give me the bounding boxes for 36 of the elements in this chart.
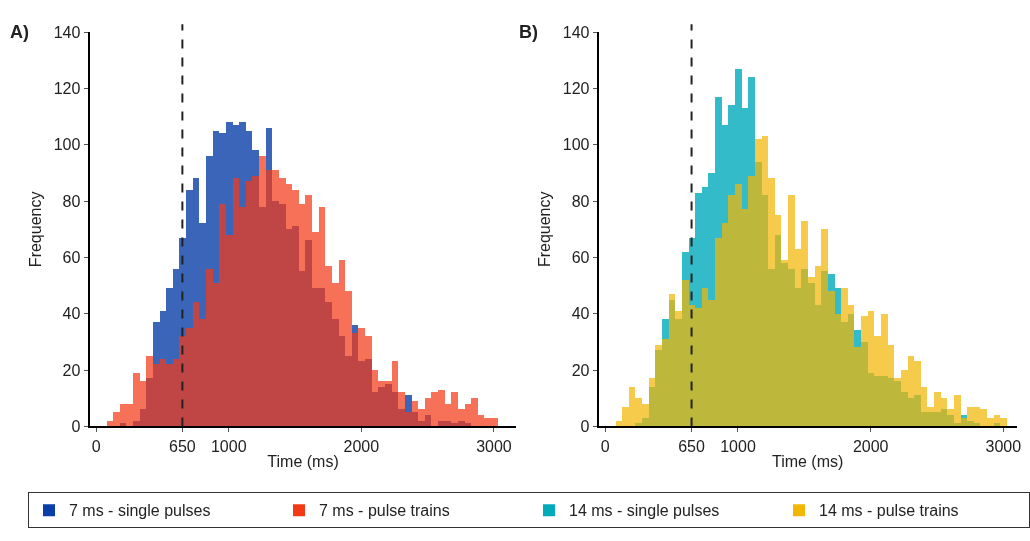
x-tick-label: 0 — [600, 437, 610, 455]
x-axis-title: Time (ms) — [771, 452, 844, 470]
y-tick-label: 120 — [562, 80, 590, 98]
y-tick-label: 100 — [562, 136, 590, 154]
x-tick-label: 2000 — [852, 437, 889, 455]
y-tick-label: 40 — [62, 305, 81, 323]
y-tick-label: 120 — [53, 80, 81, 98]
legend-label: 7 ms - single pulses — [69, 502, 211, 520]
y-tick-label: 60 — [62, 249, 81, 267]
y-tick-label: 140 — [53, 23, 81, 41]
x-tick-label: 650 — [169, 437, 196, 455]
x-tick-label: 0 — [91, 437, 101, 455]
y-axis-title: Frequency — [536, 191, 554, 268]
legend-label: 14 ms - single pulses — [569, 502, 720, 520]
legend-label: 7 ms - pulse trains — [319, 502, 450, 520]
x-tick-label: 1000 — [210, 437, 247, 455]
y-tick-label: 140 — [562, 23, 590, 41]
x-axis-title: Time (ms) — [267, 452, 339, 470]
y-tick-label: 100 — [53, 136, 81, 154]
chart-title: A) — [10, 22, 29, 42]
y-tick-label: 20 — [62, 361, 81, 379]
y-tick-label: 80 — [571, 192, 590, 210]
y-tick-label: 80 — [62, 192, 81, 210]
x-tick-label: 1000 — [720, 437, 756, 455]
y-axis-title: Frequency — [27, 191, 45, 268]
legend-label: 14 ms - pulse trains — [819, 502, 959, 520]
x-tick-label: 650 — [678, 437, 705, 455]
y-tick-label: 0 — [71, 418, 81, 436]
chart-title: B) — [519, 22, 538, 42]
x-tick-label: 2000 — [343, 437, 380, 455]
y-tick-label: 40 — [571, 305, 590, 323]
x-tick-label: 3000 — [476, 437, 512, 455]
y-tick-label: 0 — [580, 418, 590, 436]
y-tick-label: 20 — [571, 361, 590, 379]
x-tick-label: 3000 — [985, 437, 1022, 455]
y-tick-label: 60 — [571, 249, 590, 267]
